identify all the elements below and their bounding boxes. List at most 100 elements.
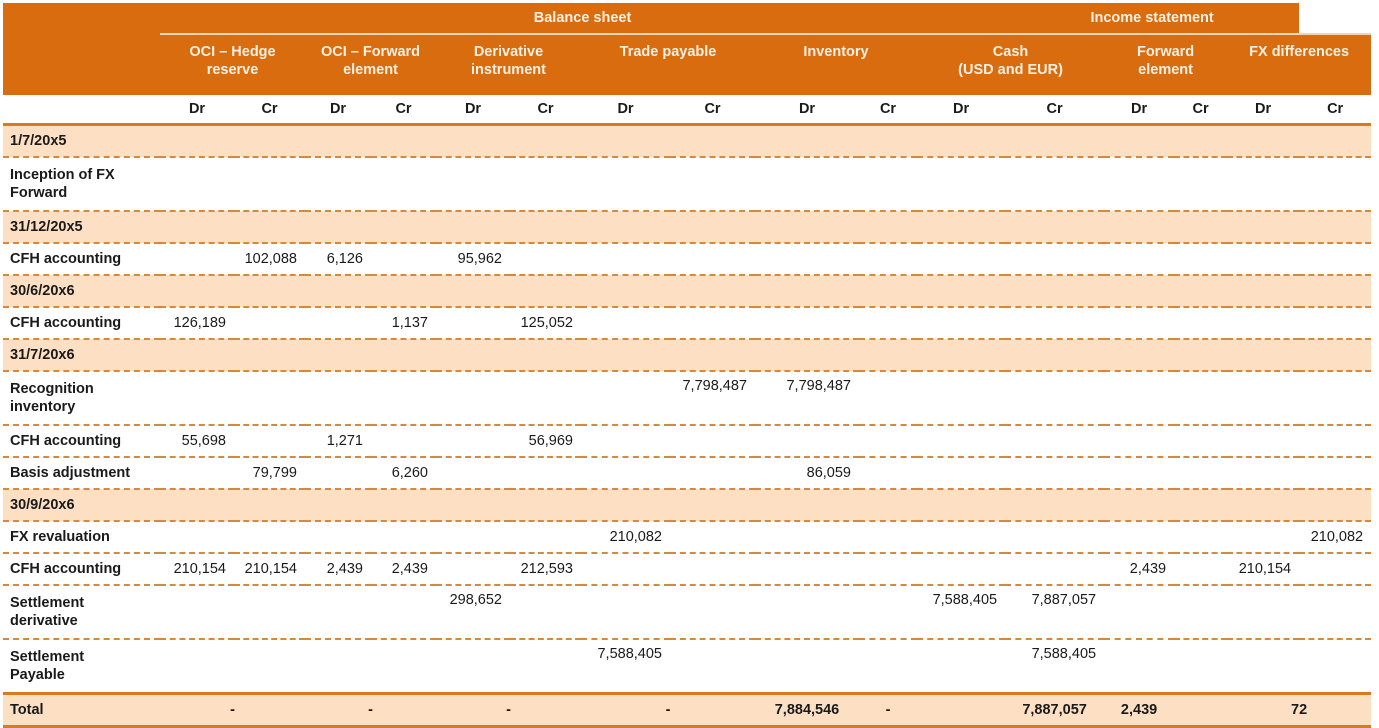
cr-label: Cr	[670, 95, 755, 126]
debit-cell: 6,126	[305, 243, 371, 276]
debit-cell	[1227, 521, 1300, 554]
debit-cell	[1104, 371, 1175, 426]
credit-cell	[1299, 307, 1372, 340]
credit-cell	[1299, 157, 1372, 212]
credit-cell	[1299, 639, 1372, 695]
credit-cell: 56,969	[510, 425, 581, 458]
entry-label: CFH accounting	[3, 425, 160, 458]
debit-cell: 7,588,405	[917, 585, 1006, 640]
debit-cell	[1227, 307, 1300, 340]
debit-cell	[755, 307, 859, 340]
total-label: Total	[3, 693, 160, 728]
credit-cell: 212,593	[510, 553, 581, 586]
debit-cell	[305, 157, 371, 212]
cr-label: Cr	[1299, 95, 1372, 126]
credit-cell	[234, 425, 305, 458]
credit-cell: 1,137	[371, 307, 436, 340]
entry-row: Recognition inventory 7,798,487 7,798,487	[3, 371, 1372, 426]
debit-cell: 210,154	[1227, 553, 1300, 586]
credit-cell	[670, 639, 755, 695]
debit-cell: 2,439	[305, 553, 371, 586]
debit-cell	[1227, 585, 1300, 640]
debit-cell	[917, 307, 1006, 340]
debit-cell: 7,588,405	[581, 639, 670, 695]
date-row: 30/9/20x6	[3, 489, 1372, 522]
total-trade-payable: -	[581, 693, 755, 728]
debit-cell	[581, 553, 670, 586]
debit-cell	[755, 553, 859, 586]
debit-cell	[160, 521, 234, 554]
debit-cell	[755, 639, 859, 695]
credit-cell	[234, 371, 305, 426]
dr-label: Dr	[305, 95, 371, 126]
credit-cell	[1174, 457, 1228, 490]
dr-label: Dr	[1227, 95, 1300, 126]
group-label: Balance sheet	[533, 10, 632, 26]
debit-cell	[581, 585, 670, 640]
debit-cell: 55,698	[160, 425, 234, 458]
debit-cell	[1104, 157, 1175, 212]
debit-cell	[1227, 425, 1300, 458]
credit-cell	[1174, 425, 1228, 458]
cr-label: Cr	[1174, 95, 1228, 126]
credit-cell	[510, 243, 581, 276]
credit-cell	[1174, 307, 1228, 340]
debit-cell	[917, 157, 1006, 212]
credit-cell	[1174, 553, 1228, 586]
entry-label: Recognition inventory	[3, 371, 160, 426]
credit-cell	[1005, 307, 1105, 340]
debit-cell: 2,439	[1104, 553, 1175, 586]
credit-cell	[859, 639, 917, 695]
credit-cell	[670, 425, 755, 458]
date-row: 1/7/20x5	[3, 124, 1372, 158]
credit-cell	[1174, 243, 1228, 276]
credit-cell	[859, 371, 917, 426]
entry-row: FX revaluation 210,082 210,082	[3, 521, 1372, 554]
account-oci-hedge-reserve: OCI – Hedge reserve	[160, 33, 305, 95]
journal-entries-table: Balance sheet Income statement OCI – Hed…	[3, 3, 1372, 728]
debit-cell	[436, 157, 510, 212]
credit-cell	[1299, 585, 1372, 640]
entry-label: FX revaluation	[3, 521, 160, 554]
debit-cell	[1104, 521, 1175, 554]
group-label: Income statement	[1090, 10, 1214, 26]
credit-cell	[1005, 243, 1105, 276]
entry-row: Settlement Payable 7,588,405 7,588,405	[3, 639, 1372, 695]
credit-cell: 2,439	[371, 553, 436, 586]
debit-cell	[581, 425, 670, 458]
date-label: 30/9/20x6	[3, 489, 1372, 522]
credit-cell	[859, 457, 917, 490]
entry-label: Settlement derivative	[3, 585, 160, 640]
total-oci-forward: -	[305, 693, 436, 728]
entry-label: Basis adjustment	[3, 457, 160, 490]
credit-cell	[371, 585, 436, 640]
total-fx-differences: 72	[1227, 693, 1372, 728]
credit-cell	[510, 157, 581, 212]
account-header-row: OCI – Hedge reserve OCI – Forward element …	[3, 33, 1372, 95]
debit-cell	[436, 307, 510, 340]
debit-cell	[755, 243, 859, 276]
credit-cell	[510, 371, 581, 426]
debit-cell	[160, 457, 234, 490]
date-label: 31/7/20x6	[3, 339, 1372, 372]
debit-cell	[160, 243, 234, 276]
credit-cell: 102,088	[234, 243, 305, 276]
debit-cell	[305, 371, 371, 426]
credit-cell	[1299, 371, 1372, 426]
total-inventory-dr: 7,884,546	[755, 693, 859, 728]
cr-label: Cr	[510, 95, 581, 126]
account-inventory: Inventory	[755, 33, 917, 95]
credit-cell	[670, 457, 755, 490]
debit-cell	[160, 639, 234, 695]
blank-corner	[3, 3, 160, 34]
debit-cell: 210,082	[581, 521, 670, 554]
cr-label: Cr	[1005, 95, 1105, 126]
debit-cell: 1,271	[305, 425, 371, 458]
entry-row: CFH accounting 126,189 1,137 125,052	[3, 307, 1372, 340]
debit-cell	[305, 639, 371, 695]
credit-cell	[234, 521, 305, 554]
debit-cell	[436, 639, 510, 695]
total-row: Total - - - - 7,884,546 - 7,887,057 2,43…	[3, 693, 1372, 728]
debit-cell	[1227, 371, 1300, 426]
total-cash: 7,887,057	[1005, 693, 1105, 728]
